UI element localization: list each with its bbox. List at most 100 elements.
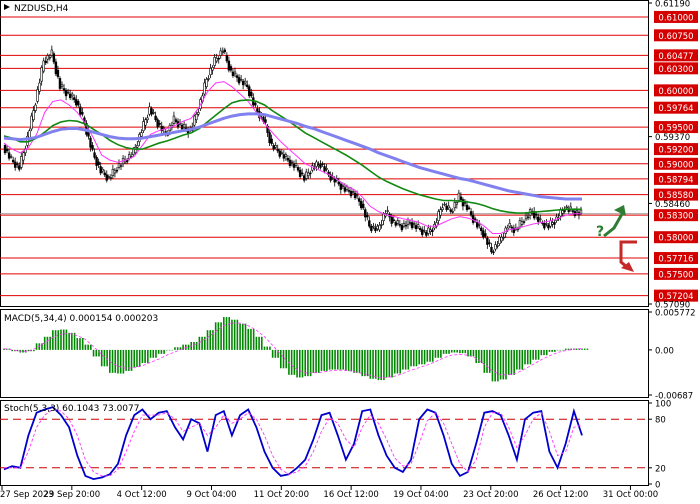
macd-histogram-bar	[399, 349, 401, 374]
macd-histogram-bar	[157, 349, 160, 354]
macd-histogram-bar	[214, 322, 217, 350]
candle-body	[453, 202, 456, 209]
level-label: 0.58794	[658, 175, 693, 185]
macd-histogram-bar	[54, 330, 57, 350]
candle-body	[500, 236, 503, 242]
macd-histogram-bar	[258, 336, 260, 350]
macd-histogram-bar	[103, 349, 106, 367]
macd-histogram-bar	[68, 332, 70, 350]
candle-body	[317, 164, 320, 166]
candle-body	[56, 69, 60, 77]
stochastic-layer: 100 80 20 0	[0, 400, 671, 491]
macd-histogram-bar	[483, 349, 486, 373]
price-axis-layer: 0.61000 0.60750 0.60477 0.60300 0.60000 0.597…	[648, 0, 698, 311]
macd-histogram-bar	[412, 349, 415, 367]
candle-body	[553, 222, 556, 225]
candle-body	[469, 211, 473, 216]
macd-histogram-bar	[532, 349, 534, 360]
candle-body	[307, 172, 310, 177]
candle-body	[219, 50, 222, 56]
macd-histogram-bar	[298, 349, 301, 378]
macd-histogram-bar	[385, 349, 388, 378]
candle-body	[272, 145, 275, 150]
candle-body	[333, 178, 336, 183]
candle-body	[362, 203, 365, 209]
candle-body	[250, 91, 253, 97]
candle-body	[394, 222, 397, 226]
macd-histogram-bar	[315, 349, 317, 373]
candle-body	[62, 88, 66, 91]
macd-histogram-bar	[540, 349, 543, 356]
candle-body	[79, 106, 82, 115]
candle-body	[195, 113, 198, 121]
candle-body	[366, 214, 369, 218]
stoch-panel-frame	[0, 400, 649, 486]
candle-body	[516, 228, 520, 231]
candle-body	[11, 159, 15, 163]
macd-histogram-bar	[529, 349, 532, 365]
candle-body	[535, 213, 538, 216]
macd-histogram-bar	[440, 349, 442, 358]
macd-histogram-bar	[480, 349, 483, 364]
candle-body	[484, 233, 487, 237]
macd-histogram-bar	[499, 349, 502, 380]
macd-histogram-bar	[92, 349, 95, 357]
macd-histogram-bar	[90, 344, 92, 350]
macd-histogram-bar	[418, 349, 420, 365]
macd-histogram-bar	[228, 317, 231, 350]
macd-histogram-bar	[166, 349, 168, 351]
candle-body	[233, 71, 237, 75]
macd-histogram-bar	[429, 349, 431, 362]
candle-body	[150, 108, 153, 115]
price-tick-label: 0.61190	[655, 0, 690, 10]
macd-histogram-bar	[252, 328, 255, 350]
candle-body	[40, 67, 43, 82]
candle-body	[547, 224, 550, 229]
candle-body	[302, 175, 306, 181]
candle-body	[156, 119, 159, 128]
macd-histogram-bar	[317, 349, 320, 373]
candle-body	[280, 152, 284, 154]
candle-body	[209, 68, 212, 76]
candle-body	[445, 205, 448, 210]
macd-histogram-bar	[407, 349, 410, 370]
title-triangle-icon	[4, 4, 10, 10]
candle-body	[545, 223, 548, 225]
candle-body	[60, 84, 64, 87]
candle-body	[459, 196, 463, 200]
macd-histogram-bar	[111, 349, 114, 373]
candle-body	[3, 145, 7, 154]
macd-histogram-bar	[171, 349, 174, 351]
candle-body	[91, 145, 94, 150]
candle-body	[103, 172, 106, 176]
macd-panel-title: MACD(5,34,4) 0.000154 0.000203	[4, 314, 158, 324]
candle-body	[339, 183, 343, 190]
candle-body	[241, 80, 245, 86]
candle-body	[571, 210, 575, 212]
candle-body	[512, 227, 516, 233]
candle-body	[30, 115, 33, 130]
candle-body	[563, 210, 566, 212]
macd-histogram-bar	[239, 323, 241, 350]
stoch-tick-label: 80	[655, 416, 666, 426]
macd-histogram-bar	[586, 348, 589, 350]
macd-histogram-bar	[372, 349, 374, 379]
macd-histogram-bar	[3, 348, 5, 350]
candle-body	[421, 229, 424, 235]
level-label-box	[654, 29, 698, 42]
macd-histogram-bar	[168, 349, 171, 351]
candle-body	[319, 164, 322, 168]
macd-histogram-bar	[502, 349, 505, 380]
macd-histogram-bar	[266, 346, 269, 350]
macd-histogram-bar	[548, 349, 551, 352]
macd-histogram-bar	[271, 349, 274, 358]
candle-body	[22, 152, 25, 161]
macd-histogram-bar	[423, 349, 426, 365]
macd-histogram-bar	[231, 319, 233, 350]
macd-histogram-bar	[293, 349, 296, 375]
candle-body	[44, 60, 47, 64]
macd-histogram-bar	[312, 349, 315, 373]
candle-body	[386, 210, 389, 212]
level-label: 0.58580	[658, 191, 693, 201]
